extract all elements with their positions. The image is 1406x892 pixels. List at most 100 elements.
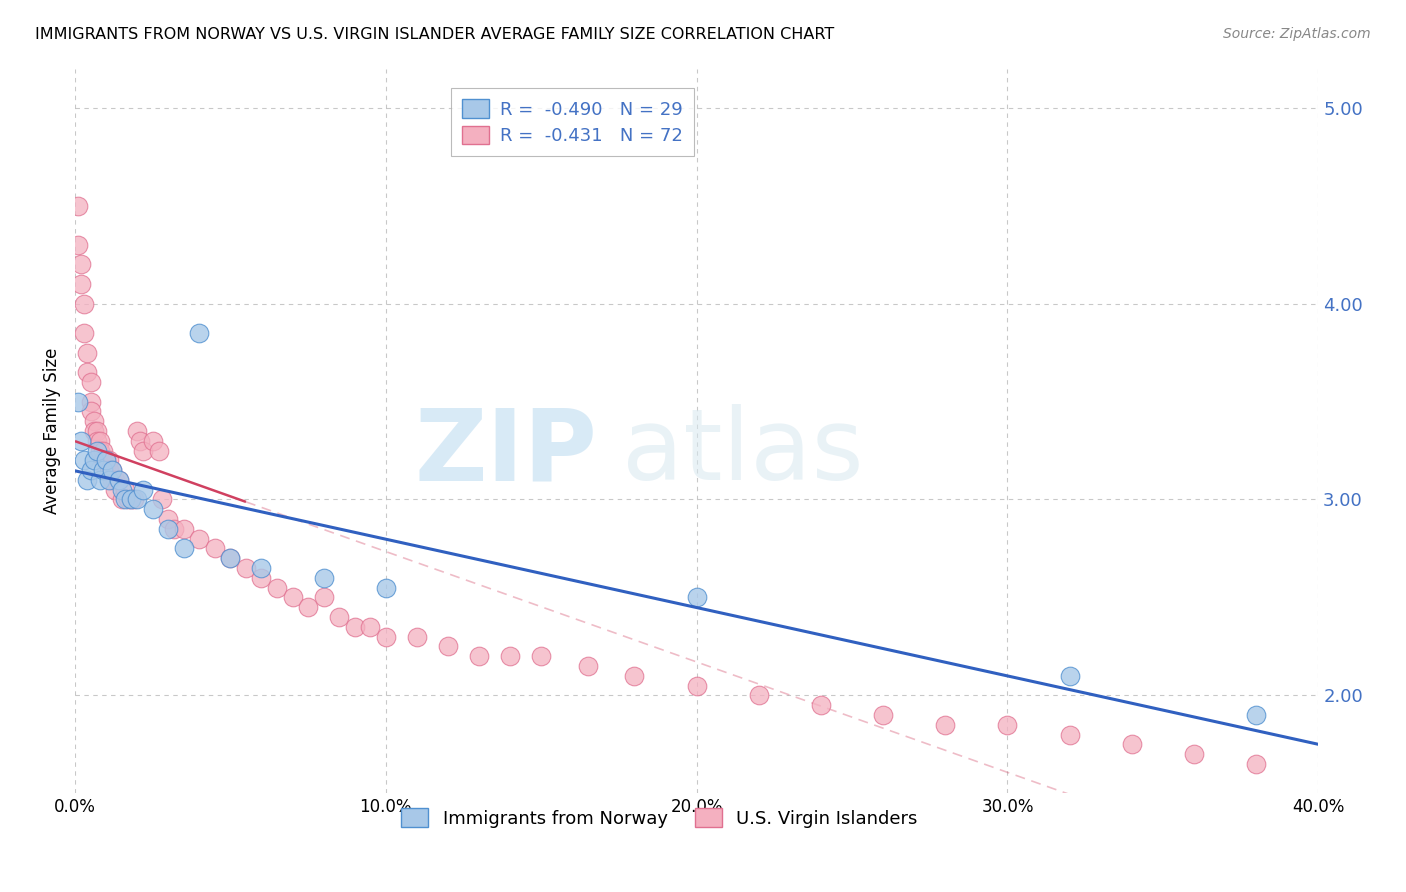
Point	[91, 463, 114, 477]
Point	[1244, 708, 1267, 723]
Point	[67, 237, 90, 252]
Point	[188, 532, 211, 546]
Point	[67, 394, 90, 409]
Point	[219, 551, 242, 566]
Point	[748, 689, 770, 703]
Point	[132, 483, 155, 497]
Point	[98, 453, 121, 467]
Point	[91, 453, 114, 467]
Point	[73, 453, 96, 467]
Point	[163, 522, 186, 536]
Point	[79, 394, 101, 409]
Point	[76, 473, 98, 487]
Point	[73, 296, 96, 310]
Text: ZIP: ZIP	[415, 404, 598, 501]
Point	[111, 492, 134, 507]
Point	[576, 659, 599, 673]
Point	[127, 424, 149, 438]
Point	[86, 434, 108, 448]
Point	[120, 492, 142, 507]
Point	[623, 669, 645, 683]
Point	[468, 649, 491, 664]
Point	[70, 257, 93, 271]
Point	[142, 434, 165, 448]
Point	[101, 463, 124, 477]
Point	[374, 581, 396, 595]
Point	[120, 492, 142, 507]
Point	[173, 522, 195, 536]
Point	[499, 649, 522, 664]
Point	[530, 649, 553, 664]
Point	[86, 424, 108, 438]
Point	[107, 473, 129, 487]
Point	[328, 610, 350, 624]
Point	[1244, 756, 1267, 771]
Point	[1121, 738, 1143, 752]
Point	[685, 591, 707, 605]
Point	[94, 463, 117, 477]
Point	[89, 434, 111, 448]
Point	[117, 492, 139, 507]
Point	[142, 502, 165, 516]
Point	[67, 199, 90, 213]
Point	[150, 492, 173, 507]
Point	[83, 453, 105, 467]
Point	[127, 492, 149, 507]
Point	[204, 541, 226, 556]
Point	[406, 630, 429, 644]
Point	[281, 591, 304, 605]
Point	[266, 581, 288, 595]
Point	[157, 522, 180, 536]
Point	[79, 463, 101, 477]
Point	[997, 718, 1019, 732]
Point	[76, 365, 98, 379]
Point	[94, 453, 117, 467]
Point	[219, 551, 242, 566]
Point	[872, 708, 894, 723]
Point	[111, 483, 134, 497]
Point	[89, 443, 111, 458]
Point	[157, 512, 180, 526]
Point	[98, 463, 121, 477]
Point	[86, 443, 108, 458]
Point	[250, 561, 273, 575]
Point	[437, 640, 460, 654]
Point	[250, 571, 273, 585]
Point	[98, 473, 121, 487]
Point	[79, 404, 101, 418]
Point	[343, 620, 366, 634]
Point	[114, 483, 136, 497]
Point	[83, 414, 105, 428]
Point	[91, 443, 114, 458]
Point	[312, 591, 335, 605]
Point	[73, 326, 96, 340]
Point	[297, 600, 319, 615]
Point	[101, 463, 124, 477]
Point	[70, 277, 93, 291]
Point	[83, 424, 105, 438]
Point	[129, 434, 152, 448]
Point	[359, 620, 381, 634]
Text: IMMIGRANTS FROM NORWAY VS U.S. VIRGIN ISLANDER AVERAGE FAMILY SIZE CORRELATION C: IMMIGRANTS FROM NORWAY VS U.S. VIRGIN IS…	[35, 27, 834, 42]
Point	[685, 679, 707, 693]
Y-axis label: Average Family Size: Average Family Size	[44, 348, 60, 514]
Legend: Immigrants from Norway, U.S. Virgin Islanders: Immigrants from Norway, U.S. Virgin Isla…	[394, 801, 925, 835]
Point	[101, 473, 124, 487]
Point	[1059, 669, 1081, 683]
Point	[79, 375, 101, 389]
Point	[374, 630, 396, 644]
Point	[148, 443, 170, 458]
Point	[70, 434, 93, 448]
Point	[132, 443, 155, 458]
Point	[934, 718, 956, 732]
Point	[94, 453, 117, 467]
Point	[114, 492, 136, 507]
Point	[89, 473, 111, 487]
Point	[104, 483, 127, 497]
Point	[810, 698, 832, 713]
Point	[122, 492, 145, 507]
Point	[235, 561, 257, 575]
Text: atlas: atlas	[621, 404, 863, 501]
Point	[188, 326, 211, 340]
Point	[1059, 728, 1081, 742]
